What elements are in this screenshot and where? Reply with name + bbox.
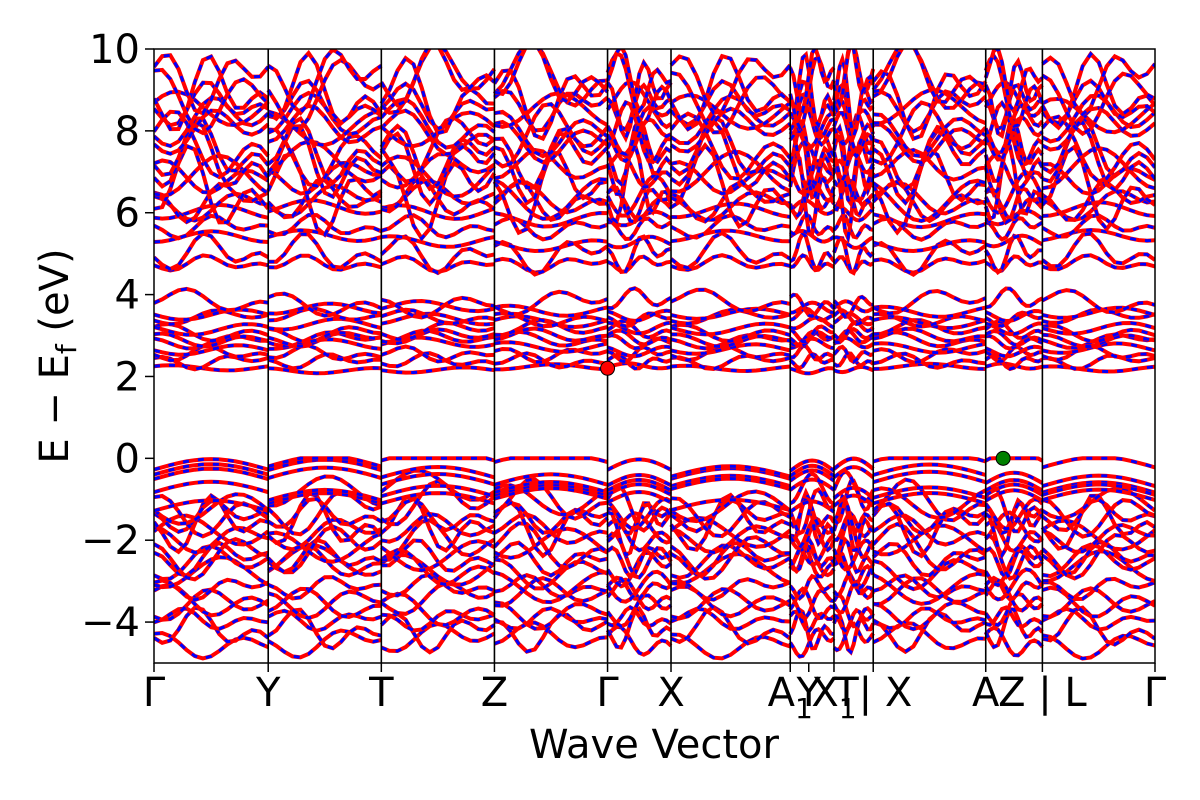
band-line-down (154, 49, 1155, 136)
y-tick-label: −4 (81, 600, 140, 646)
cbm-marker (600, 360, 616, 376)
band-line-down (154, 50, 1155, 142)
y-tick-label: −2 (81, 518, 140, 564)
x-tick-label: T| X (833, 670, 912, 716)
x-tick-label: X1 (811, 670, 856, 725)
band-line-down (154, 511, 1155, 555)
y-axis-label-sub: f (50, 343, 83, 354)
band-line-down (154, 465, 1155, 497)
y-axis-label-unit: (eV) (32, 248, 78, 344)
band-line-down (154, 49, 1155, 117)
band-line-down (154, 456, 1155, 479)
band-line-down (154, 286, 1155, 319)
x-tick-label: Γ (1144, 670, 1167, 716)
x-tick-label: T (368, 670, 394, 716)
band-line-down (154, 100, 1155, 189)
y-axis-label-main: E − E (32, 354, 78, 464)
band-line-down (154, 307, 1155, 329)
y-tick-label: 8 (115, 109, 140, 155)
x-tick-label: Γ (143, 670, 166, 716)
band-line-down (154, 212, 1155, 242)
band-line-down (154, 228, 1155, 253)
band-line-down (154, 474, 1155, 505)
band-line-down (154, 328, 1155, 351)
y-tick-label: 4 (115, 273, 140, 319)
y-axis-ticks: −4 −2 0 2 4 6 8 10 (81, 27, 154, 646)
band-line-down (154, 621, 1155, 661)
x-tick-label: Z (481, 670, 508, 716)
band-line-down (154, 469, 1155, 531)
vbm-marker (995, 450, 1011, 466)
band-line-down (154, 457, 1155, 488)
x-tick-label: Z | L (998, 670, 1087, 716)
band-line-down (154, 605, 1155, 655)
x-tick-label: A (972, 670, 1000, 716)
x-axis-label: Wave Vector (529, 722, 780, 768)
x-tick-label: Γ (596, 670, 619, 716)
band-line-down (154, 326, 1155, 349)
band-line-down (154, 318, 1155, 344)
band-line-down (154, 605, 1155, 633)
y-tick-label: 2 (115, 354, 140, 400)
bands-layer (154, 49, 1155, 661)
x-tick-label: Y (255, 670, 281, 716)
y-tick-label: 0 (115, 436, 140, 482)
band-line-down (154, 573, 1155, 602)
band-line-down (154, 114, 1155, 195)
band-line-down (154, 482, 1155, 514)
band-line-down (154, 361, 1155, 375)
band-line-down (154, 178, 1155, 223)
y-tick-label: 6 (115, 191, 140, 237)
plot-frame (153, 48, 1156, 664)
y-axis-label: E − Ef (eV) (32, 248, 83, 463)
band-line-down (154, 311, 1155, 337)
band-line-down (154, 336, 1155, 358)
band-line-down (154, 543, 1155, 606)
x-tick-label: Y (796, 670, 822, 716)
x-tick-label: X (657, 670, 684, 716)
band-line-down (154, 299, 1155, 323)
y-tick-label: 10 (89, 27, 140, 73)
symmetry-lines-layer (267, 49, 1044, 663)
markers-layer (600, 360, 1011, 466)
x-tick-label: A1 (768, 670, 813, 725)
